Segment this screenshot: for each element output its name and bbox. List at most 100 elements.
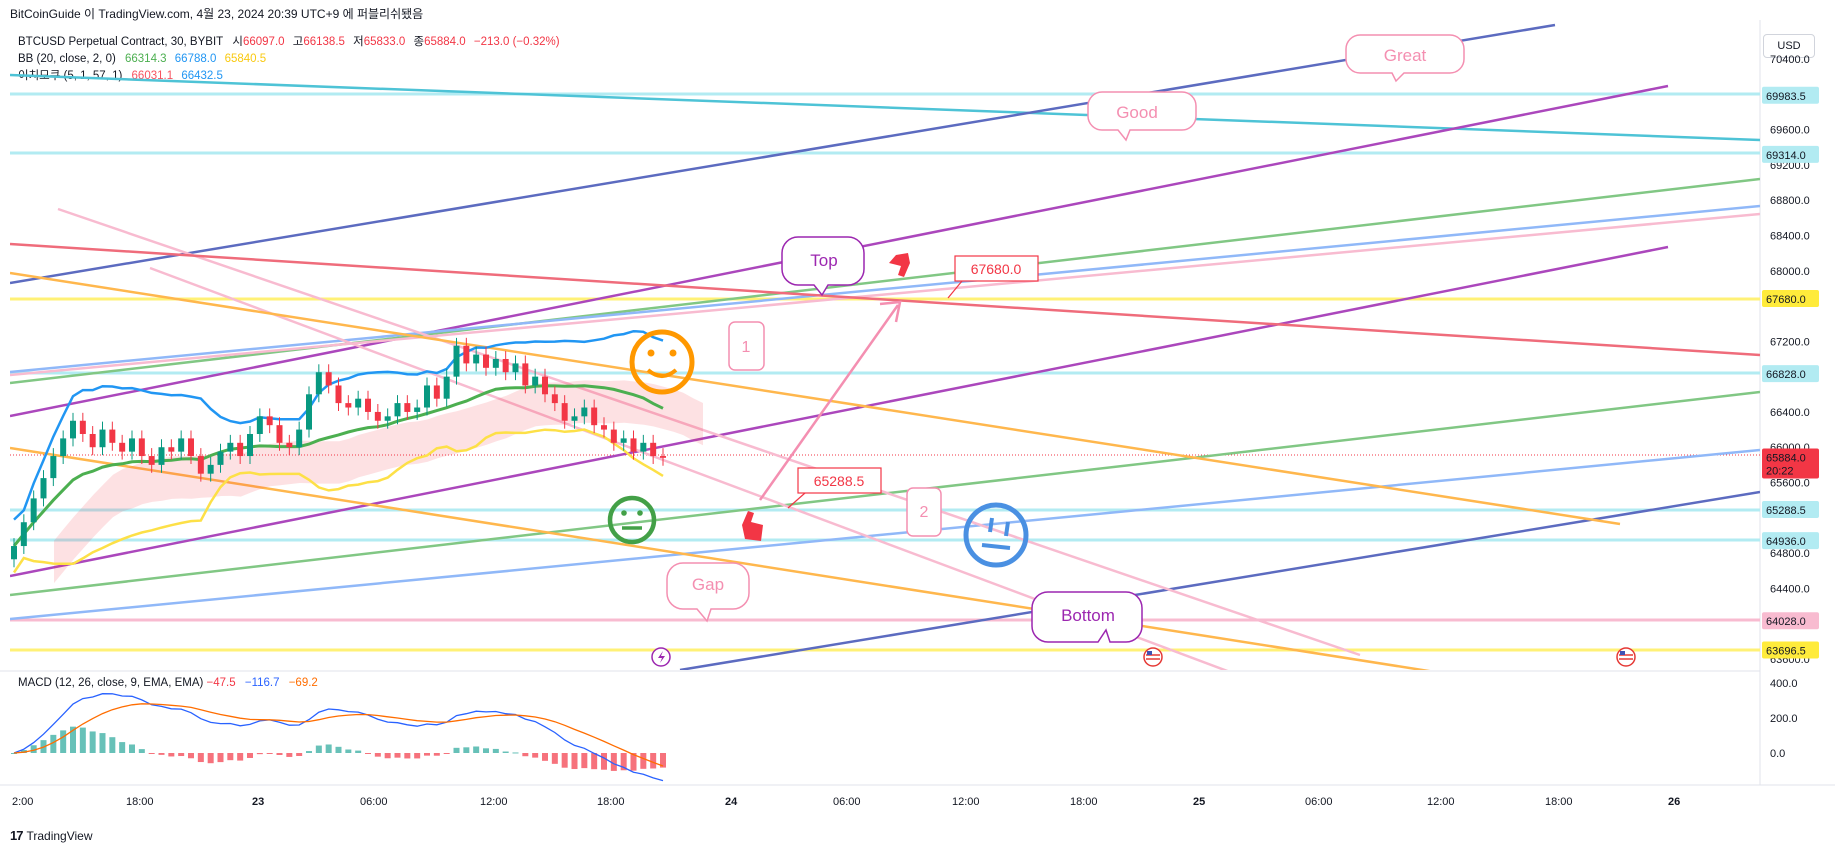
trendline-orange-upper[interactable] [10,271,1621,526]
trendline-pink-upper[interactable] [10,212,1760,377]
candle-body [384,416,391,421]
y-tick-label: 64800.0 [1770,548,1810,560]
candle-body [227,442,234,452]
macd-histogram-bar [99,733,106,753]
candle-body [89,433,96,448]
callout-1-text: 1 [742,339,751,356]
macd-histogram-bar [256,753,263,755]
macd-histogram-bar [207,753,214,764]
callout-1[interactable]: 1 [728,321,765,371]
bb-label[interactable]: BB (20, close, 2, 0) [18,53,116,65]
candle-body [424,385,430,408]
price-label-box [1762,532,1819,550]
x-tick-label: 18:00 [597,796,625,808]
trendline-pink-diagonal[interactable] [57,207,1361,657]
macd-histogram-bar [463,747,470,753]
callout-gap-text: Gap [692,575,724,594]
macd-tick-label: 200.0 [1770,713,1798,725]
arrow-line[interactable] [758,304,900,501]
trendline-cyan[interactable] [10,73,1760,142]
bb-middle-line [12,384,664,547]
candle-body [119,442,126,452]
macd-axis[interactable]: 400.0 200.0 0.0 [1770,678,1798,760]
candle-body [247,433,253,457]
trendline-navy-upper[interactable] [10,23,1556,285]
symbol-label[interactable]: BTCUSD Perpetual Contract, 30, BYBIT [18,36,224,48]
macd-histogram-bar [365,753,371,754]
price-note-67680[interactable]: 67680.0 [947,255,1039,299]
y-tick-label: 70400.0 [1770,54,1810,66]
trendline-orange-lower[interactable] [10,446,1435,672]
time-axis[interactable]: 2:00 18:00 23 06:00 12:00 18:00 24 06:00 12:00 18… [12,796,1680,808]
price-label-box [1762,86,1819,104]
macd-histogram-bar [424,753,430,756]
trendline-red[interactable] [10,242,1760,357]
price-note-67680-text: 67680.0 [971,261,1022,277]
macd-histogram-bar [109,737,116,753]
callout-2[interactable]: 2 [906,487,942,537]
candle-body [414,407,421,412]
macd-line [13,693,664,782]
macd-histogram-bar [129,744,135,753]
price-axis-labels: 69983.5 69314.0 67680.0 66828.0 65884.020:22… [1762,86,1819,659]
macd-label[interactable]: MACD (12, 26, close, 9, EMA, EMA) [18,677,204,689]
price-note-65288[interactable]: 65288.5 [787,467,882,509]
macd-histogram-bar [276,753,283,755]
macd-histogram-bar [315,745,322,753]
event-marker-icon [651,647,671,667]
candle-body [522,363,529,386]
bb-lower-line [12,428,664,574]
callout-bottom[interactable]: Bottom [1031,591,1143,643]
callout-gap[interactable]: Gap [666,562,750,623]
macd-histogram-bar [89,731,96,753]
candle-body [276,425,283,443]
candle-body [473,354,480,364]
x-tick-label: 06:00 [360,796,388,808]
candle-body [502,358,509,373]
y-tick-label: 65600.0 [1770,478,1810,490]
price-label-text: 65884.0 [1766,452,1806,464]
candle-body [129,438,135,452]
trendline-blue-lower[interactable] [10,448,1760,621]
y-tick-label: 67200.0 [1770,336,1810,348]
candle-body [365,398,371,412]
x-tick-label: 26 [1668,796,1680,808]
price-label-text: 64936.0 [1766,536,1806,548]
chart-legend: BTCUSD Perpetual Contract, 30, BYBIT 시 66… [18,34,565,85]
ohlc-open-label: 시 [232,36,243,48]
trendline-navy-lower[interactable] [679,490,1760,670]
trendline-purple-lower[interactable] [10,245,1669,578]
candle-body [374,411,381,421]
callout-great[interactable]: Great [1345,34,1465,83]
macd-histogram-bar [571,753,578,770]
hand-up-icon [742,511,763,541]
callout-good[interactable]: Good [1087,91,1197,142]
candle-body [542,376,548,395]
candle-body [630,438,637,452]
candle-body [237,442,244,457]
bb-mid-value: 66314.3 [125,53,167,65]
macd-histogram-bar [335,746,342,753]
currency-button[interactable]: USD [1763,34,1815,58]
tradingview-logo[interactable]: 17 [10,828,24,843]
macd-histogram-bar [394,753,401,758]
macd-histogram-bar [325,744,332,753]
callout-great-text: Great [1384,46,1427,65]
ohlc-high-label: 고 [292,36,304,48]
callout-top[interactable]: Top [781,236,865,297]
trendline-blue-upper[interactable] [10,204,1760,374]
macd-histogram-bar [660,753,666,768]
candle-body [79,420,86,434]
tradingview-brand[interactable]: TradingView [26,828,93,843]
price-axis[interactable]: 70400.0 69600.0 69200.0 68800.0 68400.0 68000… [1770,54,1810,666]
candle-body [60,438,67,457]
price-label-text: 66828.0 [1766,369,1806,381]
price-label-countdown: 20:22 [1766,465,1794,477]
candle-body [601,425,607,430]
macd-histogram-bar [70,726,76,753]
macd-histogram-bar [50,734,57,753]
price-label-text: 65288.5 [1766,505,1806,517]
bb-upper-value: 66788.0 [174,53,217,65]
candle-body [286,442,293,448]
